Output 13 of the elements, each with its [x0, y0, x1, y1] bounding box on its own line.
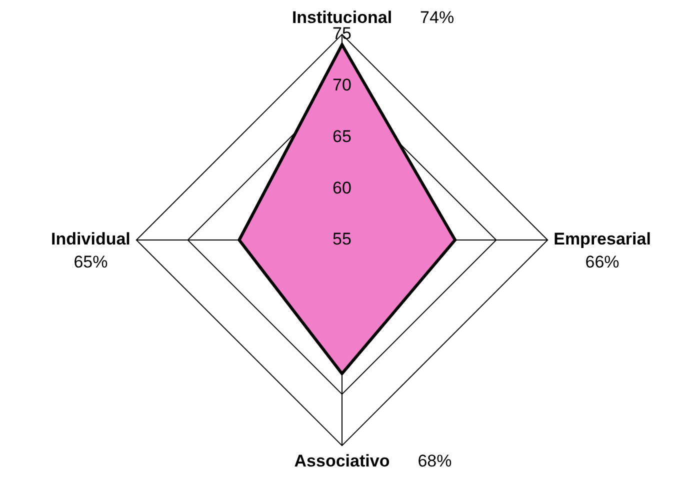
- y-tick-label: 60: [332, 178, 352, 198]
- spoke-label: Institucional: [292, 8, 392, 27]
- spoke-label: Individual: [51, 230, 130, 249]
- text: 66%: [585, 252, 620, 272]
- y-tick-label: 55: [332, 230, 352, 249]
- text: 74%: [420, 8, 454, 27]
- y-tick-label: 65: [332, 126, 352, 146]
- spoke-label: Associativo: [294, 451, 390, 470]
- text: 65%: [74, 252, 108, 272]
- spoke-label: Empresarial: [554, 230, 651, 249]
- y-tick-label: 75: [332, 24, 352, 44]
- text: 68%: [418, 451, 452, 470]
- y-tick-label: 70: [332, 75, 352, 94]
